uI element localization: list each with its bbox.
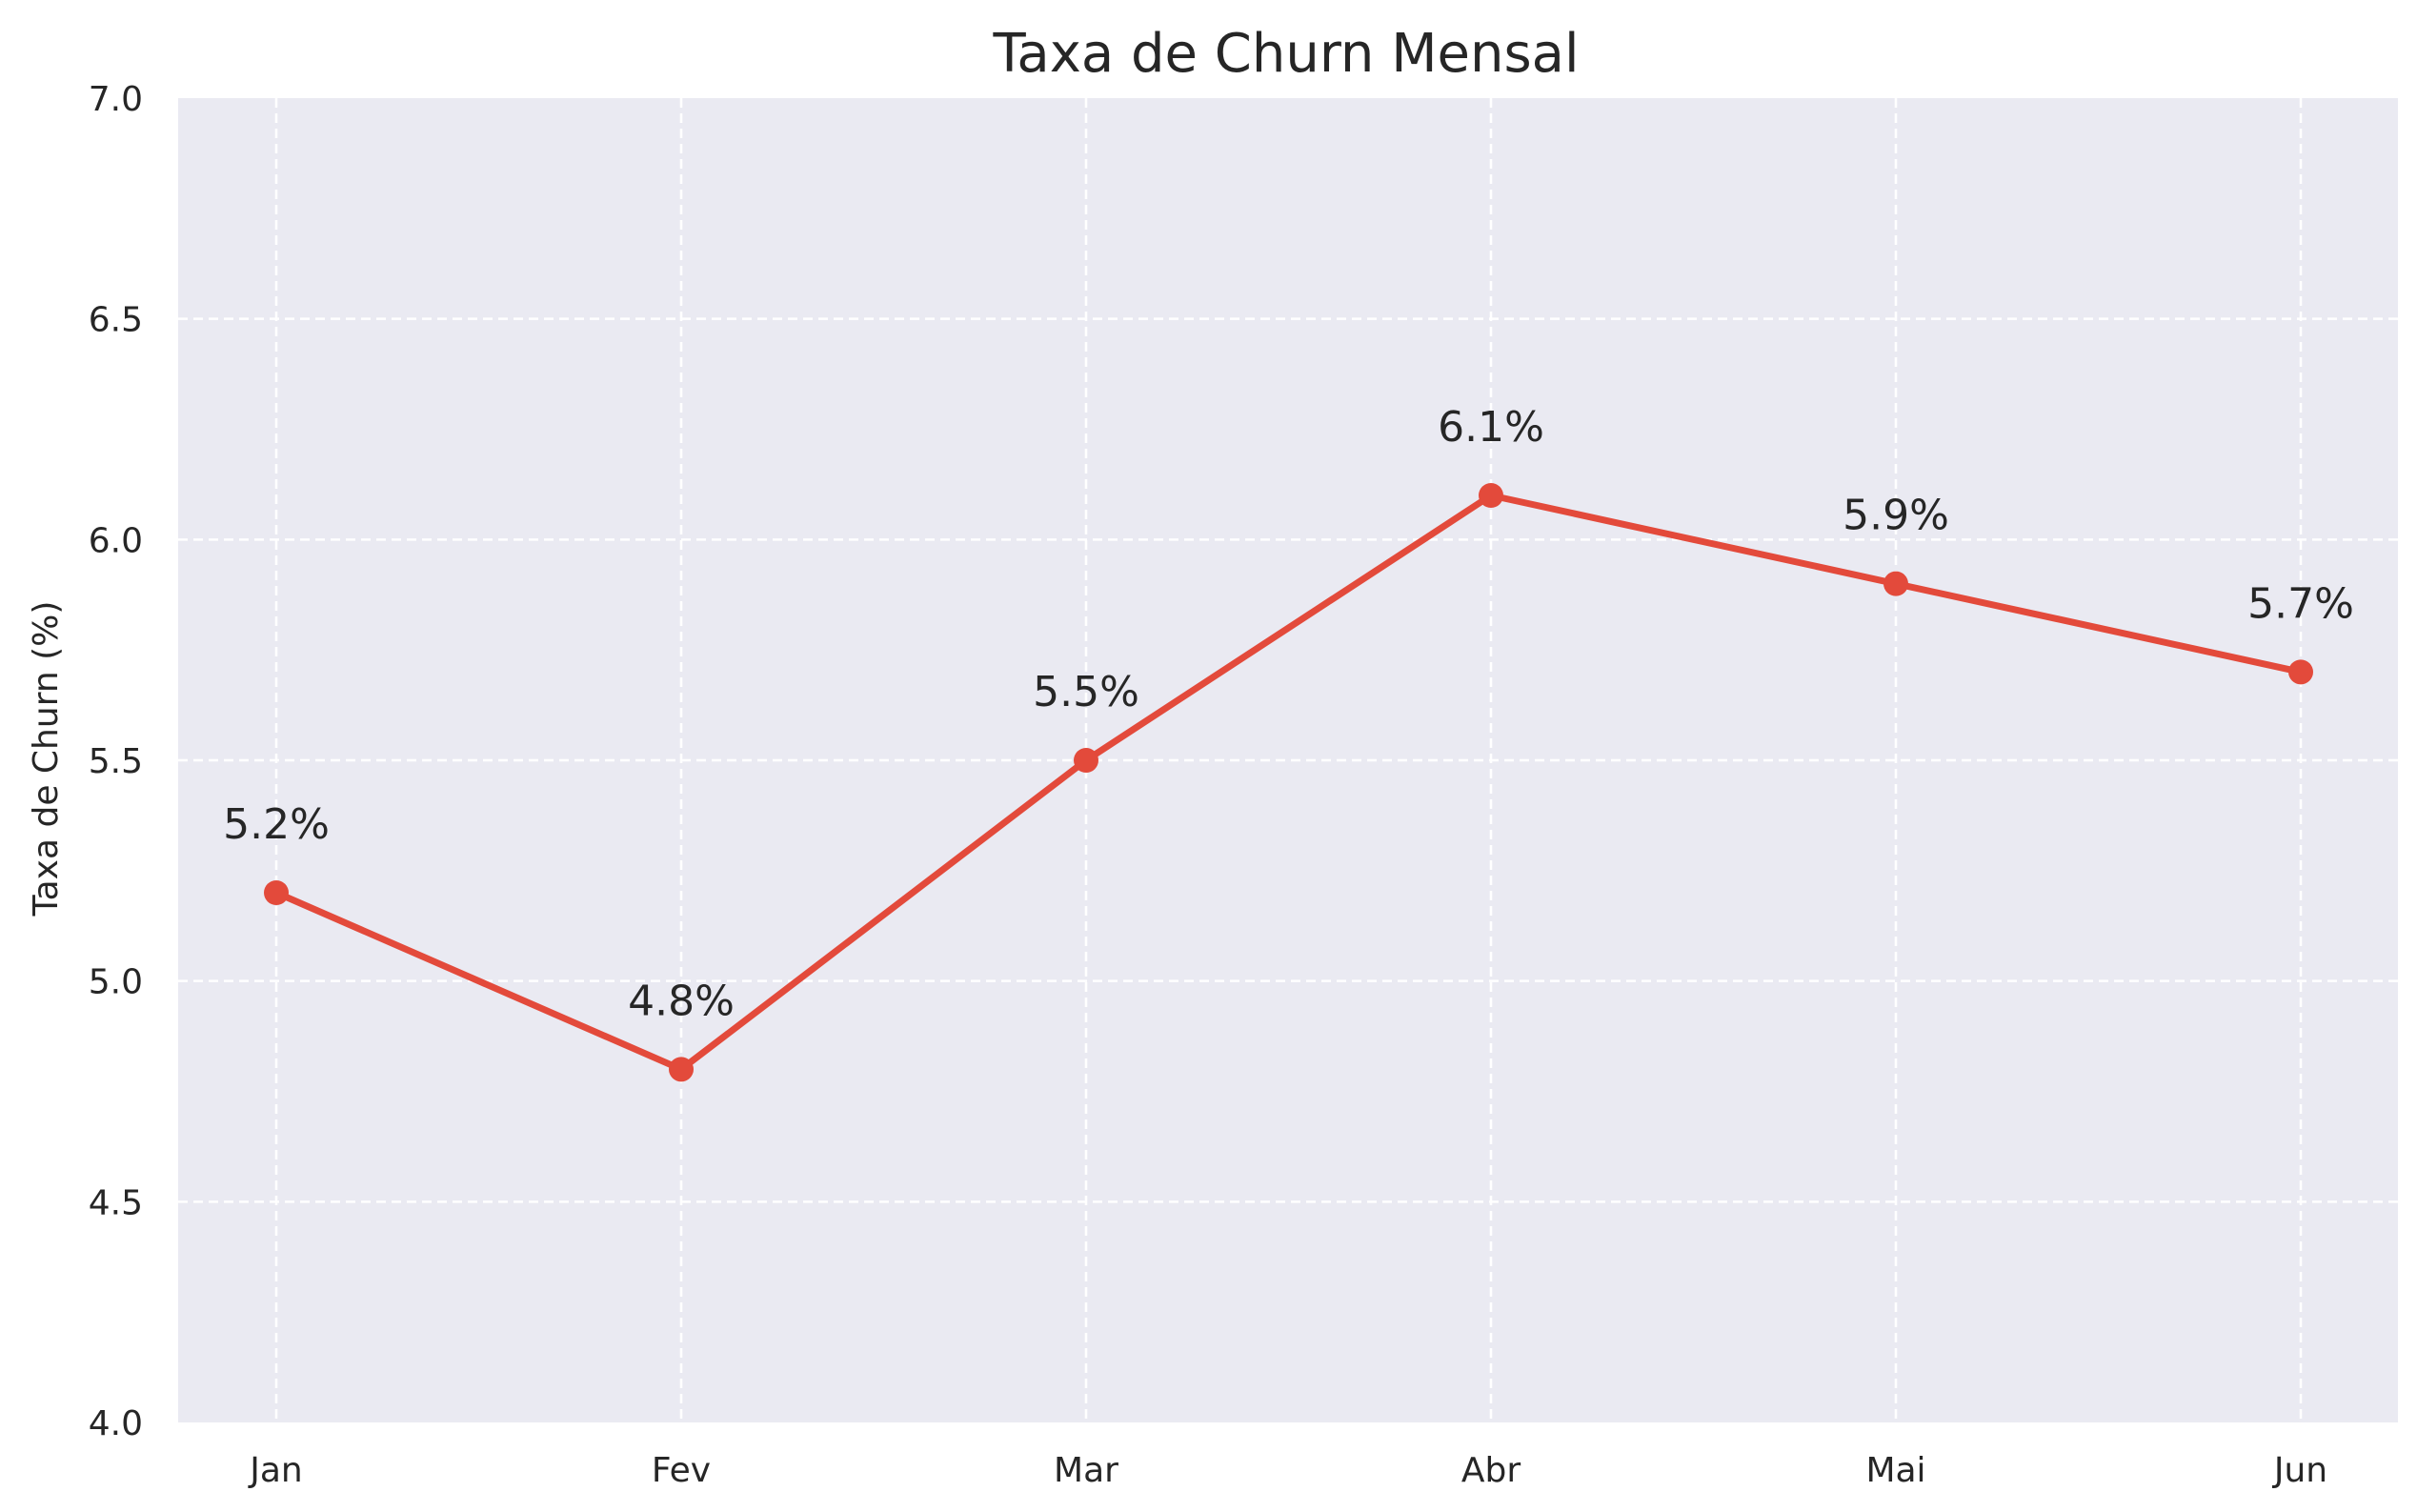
- data-label: 5.7%: [2247, 579, 2354, 628]
- plot-area: [178, 98, 2398, 1422]
- data-point: [1479, 483, 1503, 508]
- data-point: [264, 880, 289, 905]
- x-tick-label: Mar: [1054, 1451, 1118, 1490]
- y-tick-label: 6.5: [89, 301, 143, 340]
- y-axis-ticks: 4.0 4.5 5.0 5.5 6.0 6.5 7.0: [89, 80, 143, 1443]
- data-point: [1074, 748, 1098, 773]
- y-axis-label: Taxa de Churn (%): [27, 601, 66, 917]
- x-tick-label: Fev: [652, 1451, 711, 1490]
- grid: [178, 98, 2398, 1422]
- series-group: [264, 483, 2313, 1082]
- chart-title: Taxa de Churn Mensal: [992, 23, 1579, 85]
- x-tick-label: Jan: [248, 1451, 303, 1490]
- y-tick-label: 4.5: [89, 1183, 143, 1222]
- x-tick-label: Abr: [1461, 1451, 1521, 1490]
- x-axis-ticks: Jan Fev Mar Abr Mai Jun: [248, 1451, 2327, 1490]
- x-tick-label: Mai: [1865, 1451, 1925, 1490]
- y-tick-label: 5.5: [89, 742, 143, 781]
- data-label: 6.1%: [1438, 403, 1544, 452]
- y-tick-label: 5.0: [89, 963, 143, 1002]
- data-label: 4.8%: [628, 977, 735, 1025]
- data-point: [2288, 659, 2313, 685]
- y-tick-label: 7.0: [89, 80, 143, 119]
- data-labels: 5.2% 4.8% 5.5% 6.1% 5.9% 5.7%: [223, 403, 2354, 1025]
- series-line: [272, 492, 2305, 1073]
- data-label: 5.5%: [1033, 668, 1139, 716]
- y-tick-label: 4.0: [89, 1404, 143, 1443]
- x-tick-label: Jun: [2272, 1451, 2327, 1490]
- data-point: [669, 1057, 694, 1082]
- data-label: 5.9%: [1843, 492, 1949, 540]
- data-point: [1883, 571, 1908, 596]
- y-tick-label: 6.0: [89, 521, 143, 560]
- data-label: 5.2%: [223, 800, 330, 849]
